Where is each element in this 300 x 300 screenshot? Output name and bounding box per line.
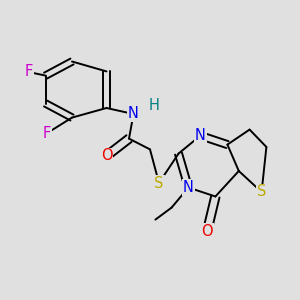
Text: S: S <box>154 176 164 190</box>
Text: N: N <box>195 128 206 143</box>
Text: F: F <box>42 126 51 141</box>
Text: S: S <box>257 184 266 200</box>
Text: N: N <box>128 106 139 122</box>
Text: H: H <box>149 98 160 113</box>
Text: O: O <box>201 224 213 239</box>
Text: F: F <box>24 64 33 80</box>
Text: N: N <box>183 180 194 195</box>
Text: O: O <box>101 148 112 164</box>
